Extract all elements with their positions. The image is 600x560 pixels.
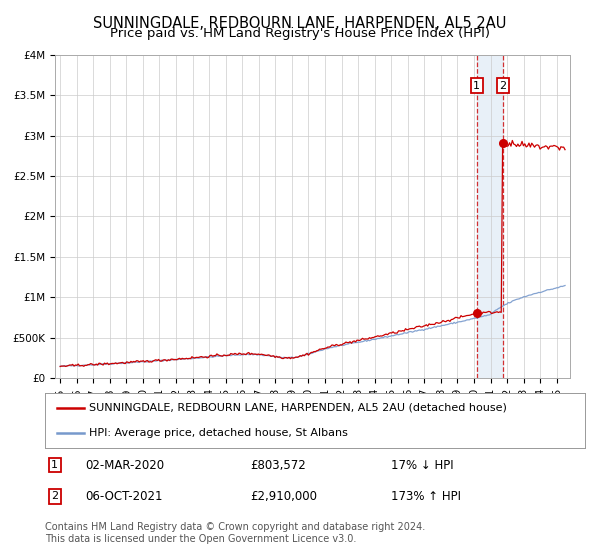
Text: 02-MAR-2020: 02-MAR-2020 — [86, 459, 164, 472]
Text: SUNNINGDALE, REDBOURN LANE, HARPENDEN, AL5 2AU (detached house): SUNNINGDALE, REDBOURN LANE, HARPENDEN, A… — [89, 403, 507, 413]
Text: 06-OCT-2021: 06-OCT-2021 — [86, 490, 163, 503]
Text: £803,572: £803,572 — [250, 459, 306, 472]
Text: £2,910,000: £2,910,000 — [250, 490, 317, 503]
Text: HPI: Average price, detached house, St Albans: HPI: Average price, detached house, St A… — [89, 428, 348, 438]
Text: 1: 1 — [473, 81, 481, 91]
Bar — [477, 55, 503, 378]
Text: Price paid vs. HM Land Registry's House Price Index (HPI): Price paid vs. HM Land Registry's House … — [110, 27, 490, 40]
Text: SUNNINGDALE, REDBOURN LANE, HARPENDEN, AL5 2AU: SUNNINGDALE, REDBOURN LANE, HARPENDEN, A… — [94, 16, 506, 31]
Text: 1: 1 — [51, 460, 58, 470]
Text: Contains HM Land Registry data © Crown copyright and database right 2024.
This d: Contains HM Land Registry data © Crown c… — [45, 522, 425, 544]
Text: 2: 2 — [500, 81, 506, 91]
Text: 17% ↓ HPI: 17% ↓ HPI — [391, 459, 453, 472]
Text: 173% ↑ HPI: 173% ↑ HPI — [391, 490, 461, 503]
Text: 2: 2 — [51, 491, 58, 501]
